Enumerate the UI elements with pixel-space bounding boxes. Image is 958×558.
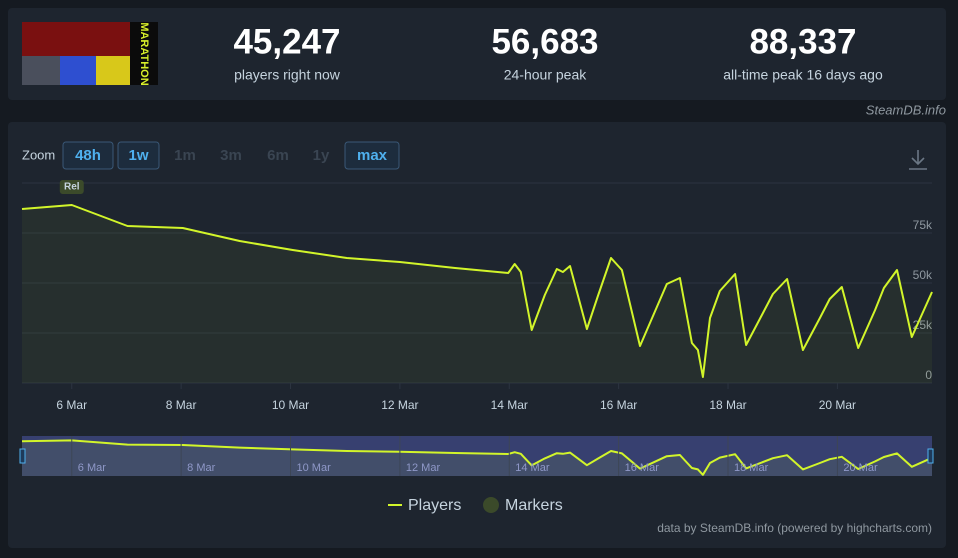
zoom-button[interactable]: [344, 141, 400, 170]
legend-swatch: [483, 497, 499, 513]
navigator-tick-label: 16 Mar: [625, 462, 660, 474]
series-area: [22, 205, 932, 383]
credits[interactable]: data by SteamDB.info (powered by highcha…: [657, 521, 932, 535]
x-tick-label: 14 Mar: [491, 398, 528, 412]
stat-value: 45,247: [233, 22, 340, 61]
x-tick-label: 16 Mar: [600, 398, 637, 412]
stat-value: 88,337: [749, 22, 856, 61]
navigator-handle[interactable]: [927, 448, 934, 464]
navigator-tick-label: 14 Mar: [515, 462, 550, 474]
navigator-tick-label: 8 Mar: [187, 462, 215, 474]
navigator-tick-label: 20 Mar: [843, 462, 878, 474]
y-tick-label: 75k: [913, 218, 933, 232]
zoom-button-label: 1y: [313, 147, 330, 164]
zoom-button-label[interactable]: 48h: [75, 147, 101, 164]
x-tick-label: 10 Mar: [272, 398, 309, 412]
navigator-handle[interactable]: [19, 448, 26, 464]
navigator-tick-label: 10 Mar: [297, 462, 332, 474]
stat-value: 56,683: [491, 22, 598, 61]
navigator-area: [22, 440, 932, 476]
zoom-buttons: 48h 1w 1m 3m 6m 1y max: [62, 141, 400, 170]
zoom-button-label: 1m: [174, 147, 196, 164]
y-tick-label: 50k: [913, 268, 933, 282]
stat-label: all-time peak 16 days ago: [723, 67, 883, 83]
series-line: [21, 204, 933, 378]
legend-label[interactable]: Markers: [505, 497, 563, 514]
x-tick-label: 18 Mar: [709, 398, 746, 412]
zoom-button-label: 3m: [220, 147, 242, 164]
legend-label[interactable]: Players: [408, 497, 461, 514]
x-tick-label: 12 Mar: [381, 398, 418, 412]
zoom-button-label: 6m: [267, 147, 289, 164]
zoom-button-label[interactable]: max: [357, 147, 388, 164]
navigator-tick-label: 12 Mar: [406, 462, 441, 474]
stat-label: 24-hour peak: [504, 67, 588, 83]
game-image: MARATHON: [22, 22, 158, 86]
marker-label: Rel: [64, 182, 80, 193]
navigator-tick-label: 18 Mar: [734, 462, 769, 474]
stats-card: [8, 8, 946, 100]
x-tick-label: 20 Mar: [819, 398, 856, 412]
zoom-label: Zoom: [22, 147, 55, 162]
navigator-tick-label: 6 Mar: [78, 462, 106, 474]
zoom-button[interactable]: [62, 141, 114, 170]
download-icon[interactable]: [909, 150, 927, 170]
navigator-line: [21, 439, 933, 476]
zoom-button[interactable]: [117, 141, 160, 170]
x-tick-label: 8 Mar: [166, 398, 197, 412]
stat-label: players right now: [234, 67, 341, 83]
marker[interactable]: [59, 180, 84, 194]
y-tick-label: 0: [925, 368, 932, 382]
x-tick-label: 6 Mar: [56, 398, 87, 412]
game-logo: MARATHON: [138, 22, 150, 85]
source-link[interactable]: SteamDB.info: [866, 102, 946, 117]
zoom-button-label[interactable]: 1w: [128, 147, 148, 164]
